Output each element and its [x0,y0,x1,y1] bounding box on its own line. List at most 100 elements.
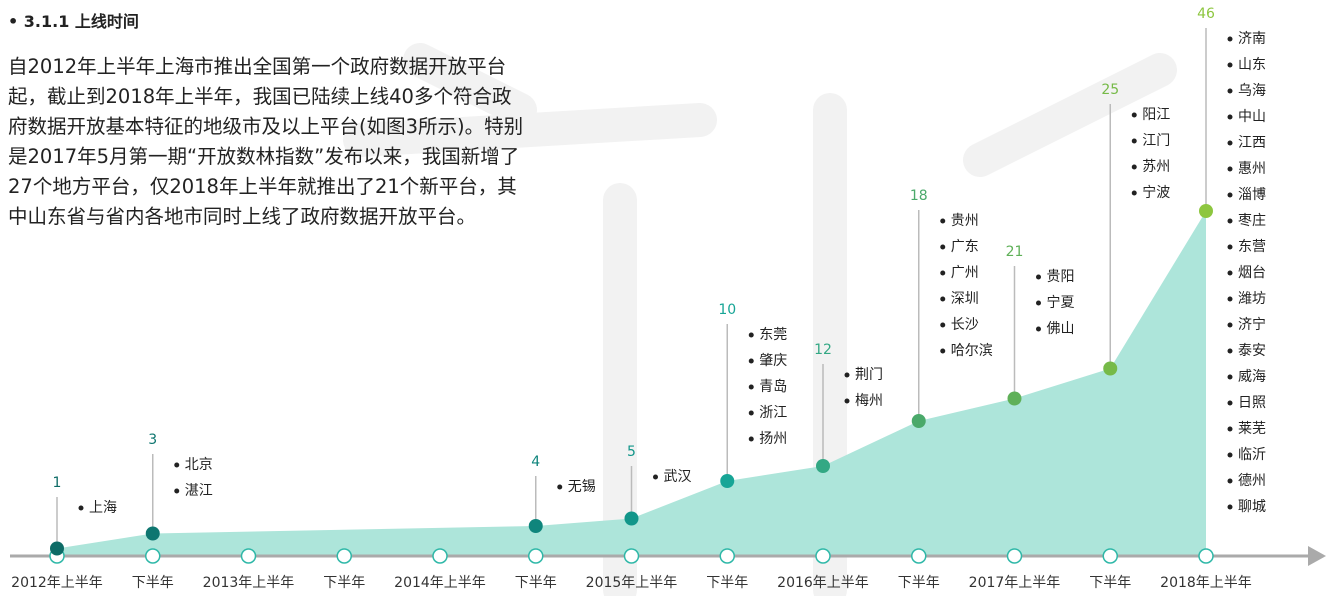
axis-arrow [1308,546,1326,566]
city-label: 佛山 [1047,321,1075,337]
city-label: 潍坊 [1238,291,1266,307]
city-label: 宁夏 [1047,294,1075,311]
x-tick [336,548,352,564]
city-label: 烟台 [1238,265,1266,281]
bullet [748,436,754,442]
city-label: 枣庄 [1238,212,1266,229]
bullet [1227,36,1233,42]
bullet [1131,190,1137,196]
city-label: 深圳 [951,291,979,307]
bullet [748,332,754,338]
value-label: 46 [1197,6,1215,22]
x-tick [719,548,735,564]
city-label: 北京 [185,457,213,473]
point [1007,391,1022,406]
value-label: 18 [910,188,928,204]
value-label: 1 [53,475,62,491]
bullet [78,505,84,511]
city-label: 江门 [1142,133,1170,149]
value-label: 4 [531,454,540,470]
city-label: 泰安 [1238,343,1266,359]
value-label: 10 [718,302,736,318]
bullet [844,372,850,378]
bullet [1131,164,1137,170]
point [1103,361,1118,376]
city-label: 江西 [1238,135,1266,151]
bullet [1227,348,1233,354]
value-label: 12 [814,342,832,358]
bullet [940,296,946,302]
bullet [748,410,754,416]
city-label: 聊城 [1238,499,1266,515]
bullet [1227,166,1233,172]
x-tick-label: 2014年上半年 [394,575,486,591]
city-label: 浙江 [759,405,787,421]
x-tick-label: 下半年 [323,575,365,591]
bullet [1227,218,1233,224]
city-label: 贵州 [951,213,979,229]
bullet [1227,478,1233,484]
city-label: 惠州 [1238,161,1266,177]
city-label: 梅州 [855,393,883,409]
x-tick [911,548,927,564]
x-tick-label: 下半年 [898,575,940,591]
x-tick-label: 下半年 [1089,575,1131,591]
bullet [1227,62,1233,68]
x-tick [1102,548,1118,564]
bullet [1036,326,1041,332]
point [816,459,830,473]
bullet [1227,88,1233,94]
x-tick-label: 2012年上半年 [11,575,103,591]
city-label: 济宁 [1238,316,1266,333]
value-label: 25 [1101,82,1119,98]
x-tick [240,548,257,564]
city-label: 阳江 [1142,107,1170,123]
bullet [1227,400,1233,406]
bullet [1227,244,1233,250]
bullet [1131,112,1137,118]
x-tick-label: 2017年上半年 [969,575,1061,591]
bullet [1131,138,1137,144]
city-label: 乌海 [1238,83,1266,99]
bullet [1227,270,1233,276]
bullet [174,462,180,468]
city-label: 哈尔滨 [951,343,993,359]
bullet [748,358,754,364]
bullet [748,384,754,390]
x-tick [145,548,161,564]
x-tick-label: 2016年上半年 [777,575,869,591]
city-label: 莱芜 [1238,420,1266,437]
point [50,541,64,556]
x-tick [815,548,831,564]
city-label: 肇庆 [759,353,787,369]
city-label: 宁波 [1142,184,1170,201]
x-tick-label: 下半年 [132,575,174,591]
bullet [557,484,563,490]
point [528,519,543,533]
paragraph: 自2012年上半年上海市推出全国第一个政府数据开放平台起，截止到2018年上半年… [8,55,524,228]
bullet [1227,426,1233,432]
x-tick-label: 2018年上半年 [1160,575,1252,591]
bullet [1227,140,1233,146]
city-label: 山东 [1238,57,1266,73]
x-tick-label: 2015年上半年 [586,575,678,591]
city-label: 长沙 [951,317,979,333]
x-tick [432,548,448,564]
value-label: 5 [627,444,636,460]
point [911,414,926,428]
bullet [1036,300,1041,306]
point [1199,204,1213,218]
x-tick [1198,548,1214,564]
heading: • 3.1.1 上线时间 [8,12,139,31]
city-label: 广东 [951,239,979,255]
x-tick-label: 下半年 [515,575,557,591]
point [624,511,639,526]
bullet [1227,192,1233,198]
bullet [1227,452,1233,458]
area [57,211,1206,556]
bullet [940,218,946,224]
bullet [1227,322,1233,328]
city-label: 苏州 [1142,159,1170,175]
